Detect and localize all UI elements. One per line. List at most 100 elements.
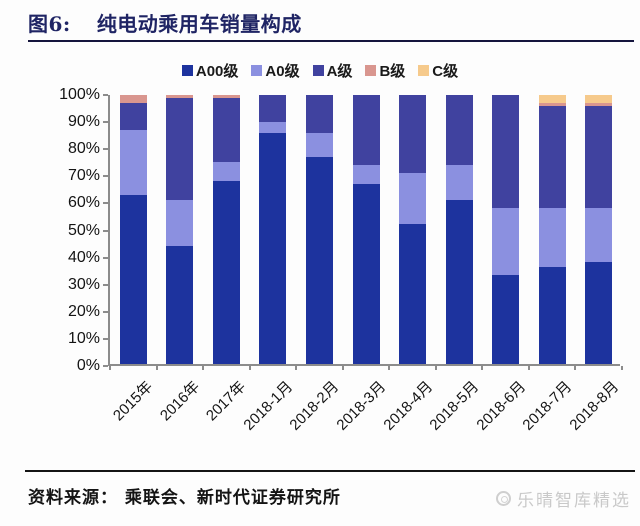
y-tick-mark	[103, 337, 108, 340]
y-tick-label: 10%	[67, 329, 100, 347]
legend-label: A级	[326, 63, 353, 80]
legend-label: A00级	[195, 63, 239, 80]
segment-B级	[538, 103, 566, 106]
y-tick-label: 60%	[67, 194, 100, 212]
y-tick-label: 0%	[76, 357, 100, 374]
legend-item-A00级: A00级	[181, 60, 239, 81]
segment-A0级	[166, 199, 194, 246]
legend-label: A0级	[265, 63, 300, 80]
y-tick-label: 30%	[67, 275, 100, 293]
x-tick-mark	[481, 366, 484, 370]
y-tick-label: 80%	[67, 140, 100, 158]
segment-C级	[585, 95, 613, 104]
segment-A00级	[305, 156, 333, 364]
segment-A级	[352, 95, 380, 165]
bar-2018-6月	[492, 95, 520, 364]
footer-divider	[25, 470, 635, 472]
segment-A00级	[212, 181, 240, 364]
y-tick-label: 90%	[67, 113, 100, 131]
segment-A0级	[305, 132, 333, 157]
chart-legend: A00级 A0级 A级 B级 C级	[0, 60, 640, 81]
y-tick-label: 70%	[67, 167, 100, 185]
y-tick-mark	[103, 283, 108, 286]
segment-A级	[399, 95, 427, 174]
y-tick-mark	[103, 121, 108, 124]
y-tick-mark	[103, 256, 108, 259]
legend-swatch-icon	[418, 65, 430, 76]
bar-2018-5月	[445, 94, 473, 364]
x-category-label: 2018-1月	[240, 378, 297, 434]
watermark-logo-icon	[496, 491, 511, 506]
x-tick-mark	[574, 366, 577, 370]
figure-title: 图6: 纯电动乘用车销量构成	[28, 8, 302, 37]
segment-A0级	[492, 207, 520, 276]
watermark: 乐晴智库精选	[496, 486, 631, 511]
x-category-label: 2018-3月	[333, 378, 390, 434]
x-tick-mark	[155, 366, 158, 370]
segment-A0级	[445, 164, 473, 200]
y-tick-label: 100%	[59, 86, 100, 103]
segment-A00级	[585, 261, 613, 364]
legend-swatch-icon	[181, 65, 193, 76]
bar-2017年	[212, 94, 240, 364]
legend-swatch-icon	[365, 65, 377, 76]
segment-A级	[259, 95, 287, 122]
x-tick-mark	[434, 366, 437, 370]
x-category-label: 2018-8月	[566, 378, 622, 434]
x-tick-mark	[621, 366, 623, 370]
segment-A0级	[585, 207, 613, 262]
segment-A00级	[352, 183, 380, 364]
plot-area	[103, 94, 623, 370]
legend-item-A0级: A0级	[251, 60, 300, 81]
x-tick-mark	[109, 366, 111, 370]
x-tick-mark	[527, 366, 530, 370]
segment-A00级	[538, 267, 566, 364]
legend-item-C级: C级	[418, 60, 458, 81]
watermark-text: 乐晴智库精选	[517, 491, 631, 510]
segment-A级	[445, 94, 473, 165]
bars-container	[110, 94, 620, 364]
legend-item-B级: B级	[365, 60, 405, 81]
segment-A0级	[399, 173, 427, 225]
segment-B级	[119, 95, 147, 104]
y-axis-labels: 100% 90% 80% 70% 60% 50% 40% 30% 20% 10% 0%	[0, 86, 100, 374]
segment-A0级	[538, 207, 566, 268]
bar-2018-3月	[352, 95, 380, 364]
segment-A00级	[259, 132, 287, 364]
legend-label: C级	[432, 63, 459, 80]
y-tick-label: 20%	[67, 302, 100, 320]
segment-A0级	[352, 164, 380, 184]
y-tick-mark	[103, 310, 108, 313]
x-category-label: 2018-6月	[473, 378, 529, 434]
segment-A00级	[492, 275, 520, 364]
y-tick-label: 40%	[67, 248, 100, 266]
figure-title-text: 纯电动乘用车销量构成	[96, 12, 302, 36]
x-tick-mark	[341, 366, 344, 370]
x-tick-mark	[388, 366, 391, 370]
segment-A级	[212, 97, 240, 163]
segment-C级	[538, 95, 566, 104]
bar-2016年	[166, 94, 194, 364]
y-tick-mark	[103, 365, 108, 367]
data-source-note: 资料来源： 乘联会、新时代证券研究所	[28, 488, 341, 508]
x-category-label: 2018-7月	[519, 378, 576, 434]
y-tick-mark	[103, 94, 108, 96]
segment-A00级	[445, 199, 473, 364]
segment-A级	[538, 105, 566, 208]
x-category-label: 2018-4月	[380, 378, 436, 434]
bar-2018-8月	[585, 95, 613, 364]
y-tick-mark	[103, 202, 108, 205]
segment-A00级	[166, 245, 194, 364]
x-category-label: 2016年	[156, 378, 203, 425]
x-tick-mark	[248, 366, 251, 370]
x-axis-labels: 2015年 2016年 2017年 2018-1月 2018-2月 2018-3月 2018…	[108, 368, 622, 448]
segment-A00级	[119, 194, 147, 364]
y-tick-mark	[103, 148, 108, 151]
legend-item-A级: A级	[312, 60, 353, 81]
segment-B级	[585, 103, 613, 106]
segment-A级	[492, 95, 520, 208]
bar-2018-1月	[259, 95, 287, 364]
bar-2018-2月	[305, 95, 333, 364]
segment-A0级	[259, 121, 287, 133]
segment-A00级	[399, 224, 427, 364]
